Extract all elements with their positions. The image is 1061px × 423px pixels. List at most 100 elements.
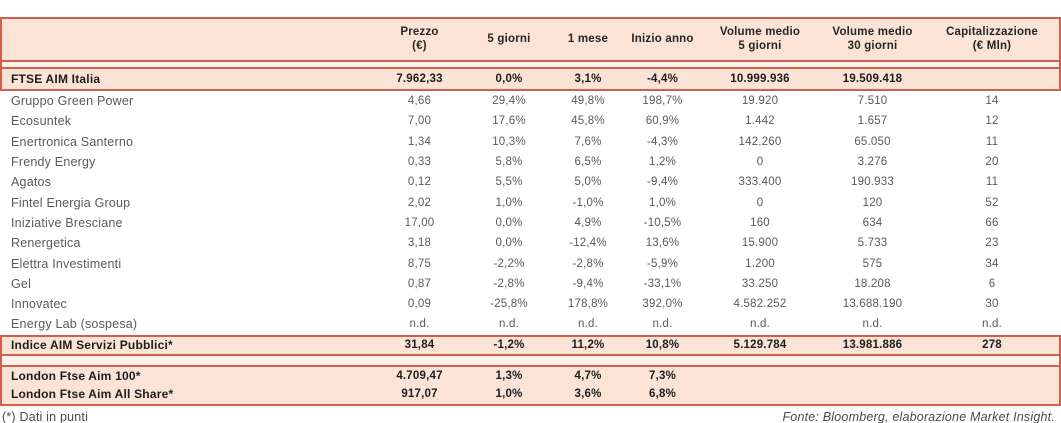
column-header-un-mese: 1 mese [551,19,625,60]
cell-prezzo: 31,84 [404,339,435,352]
cell-cinque-giorni: 1,0% [495,196,523,209]
table-row: Innovatec 0,09 -25,8% 178,8% 392,0% 4.582.252… [2,294,1059,314]
london-rows: London Ftse Aim 100* 4.709,47 1,3% 4,7% 7,3%… [2,367,1059,404]
row-name: Ecosuntek [11,114,72,129]
cell-un-mese: -1,0% [572,196,604,209]
cell-volume-medio-30-giorni: 5.733 [857,237,888,250]
cell-volume-medio-5-giorni: n.d. [750,318,770,331]
table-row: Iniziative Bresciane 17,00 0,0% 4,9% -10,5% 1… [2,213,1059,233]
row-name: Renergetica [11,236,81,251]
cell-capitalizzazione: 52 [985,196,999,209]
footnote: (*) Dati in punti [2,409,89,423]
cell-un-mese: 7,6% [574,135,602,148]
table-row: Energy Lab (sospesa) n.d. n.d. n.d. n.d. n.d.… [2,314,1059,334]
cell-volume-medio-5-giorni: 15.900 [741,237,779,250]
cell-prezzo: 7.962,33 [396,73,443,85]
row-name: Energy Lab (sospesa) [11,317,138,332]
cell-volume-medio-30-giorni: 13.981.886 [842,339,903,352]
table-row: Renergetica 3,18 0,0% -12,4% 13,6% 15.900 5.73… [2,233,1059,253]
cell-volume-medio-30-giorni: 13.688.190 [842,298,903,311]
cell-un-mese: -2,8% [572,257,604,270]
cell-volume-medio-5-giorni: 142.260 [738,135,782,148]
cell-volume-medio-5-giorni: 160 [750,216,770,229]
table-row: Agatos 0,12 5,5% 5,0% -9,4% 333.400 190.933 11 [2,172,1059,192]
cell-capitalizzazione: 14 [985,95,999,108]
cell-volume-medio-5-giorni: 19.920 [741,95,779,108]
column-header-line: Prezzo [400,26,439,38]
table-row: Ecosuntek 7,00 17,6% 45,8% 60,9% 1.442 1.657 12 [2,111,1059,131]
table-row: London Ftse Aim 100* 4.709,47 1,3% 4,7% 7,3% [2,367,1059,386]
cell-capitalizzazione: 12 [985,115,999,128]
cell-prezzo: 17,00 [404,216,435,229]
column-header-line: (€ Mln) [972,39,1012,52]
column-header-line: 30 giorni [847,39,898,52]
table-header-row: Prezzo (€) 5 giorni 1 mese Inizio anno Volume… [2,19,1059,60]
cell-un-mese: 11,2% [571,339,605,352]
cell-volume-medio-30-giorni: n.d. [862,318,883,331]
cell-cinque-giorni: 0,0% [495,237,523,250]
aim-servizi-box: Indice AIM Servizi Pubblici* 31,84 -1,2% 11… [0,334,1061,356]
cell-cinque-giorni: 5,5% [495,176,523,189]
table-row: Elettra Investimenti 8,75 -2,2% -2,8% -5,9% 1… [2,253,1059,273]
london-indices-box: London Ftse Aim 100* 4.709,47 1,3% 4,7% 7,3%… [0,364,1061,406]
cell-volume-medio-5-giorni: 5.129.784 [733,339,787,352]
cell-un-mese: -9,4% [572,277,604,290]
cell-volume-medio-5-giorni: 0 [756,156,764,169]
column-header-line: 5 giorni [738,39,782,52]
cell-inizio-anno: 392,0% [642,298,683,311]
column-header-line: (€) [412,39,427,52]
row-name: Frendy Energy [11,155,96,170]
cell-volume-medio-5-giorni: 333.400 [738,176,782,189]
cell-volume-medio-5-giorni: 1.442 [745,115,775,128]
cell-prezzo: 0,87 [407,277,432,290]
cell-inizio-anno: 6,8% [648,388,676,401]
cell-volume-medio-30-giorni: 1.657 [857,115,888,128]
cell-prezzo: n.d. [409,318,430,331]
row-name: FTSE AIM Italia [11,72,101,86]
table-row: Frendy Energy 0,33 5,8% 6,5% 1,2% 0 3.276 20 [2,152,1059,172]
cell-capitalizzazione: 34 [985,257,999,270]
row-name: Gel [11,276,32,291]
cell-cinque-giorni: -25,8% [490,298,528,311]
table-row: Fintel Energia Group 2,02 1,0% -1,0% 1,0% 0 12… [2,192,1059,212]
cell-inizio-anno: -4,4% [646,73,679,85]
cell-inizio-anno: n.d. [652,318,673,331]
cell-un-mese: 4,9% [574,216,602,229]
column-header-line: Capitalizzazione [945,26,1039,38]
cell-cinque-giorni: 0,0% [495,216,523,229]
cell-cinque-giorni: 1,3% [495,369,523,382]
cell-volume-medio-30-giorni: 190.933 [851,176,894,189]
cell-volume-medio-30-giorni: 18.208 [854,277,891,290]
column-header-inizio-anno: Inizio anno [625,19,700,60]
cell-capitalizzazione: 30 [985,298,999,311]
cell-capitalizzazione: 66 [985,216,999,229]
cell-inizio-anno: 1,0% [648,196,676,209]
cell-cinque-giorni: 0,0% [495,73,523,85]
cell-prezzo: 3,18 [407,237,432,250]
cell-cinque-giorni: 5,8% [495,156,523,169]
cell-cinque-giorni: 17,6% [492,115,526,128]
table-row: Enertronica Santerno 1,34 10,3% 7,6% -4,3% 14… [2,132,1059,152]
cell-inizio-anno: -5,9% [646,257,679,270]
column-header-prezzo: Prezzo (€) [372,19,467,60]
table-row: London Ftse Aim All Share* 917,07 1,0% 3,6%… [2,385,1059,404]
cell-volume-medio-5-giorni: 1.200 [745,257,775,270]
column-header-line: Volume medio [719,26,801,38]
cell-volume-medio-5-giorni: 33.250 [741,277,779,290]
cell-capitalizzazione: n.d. [982,318,1002,331]
cell-un-mese: 4,7% [574,369,602,382]
cell-volume-medio-5-giorni: 10.999.936 [730,73,790,85]
table-row: Gruppo Green Power 4,66 29,4% 49,8% 198,7% 19… [2,91,1059,111]
row-name: London Ftse Aim 100* [11,368,141,383]
header-divider [2,60,1059,69]
cell-capitalizzazione: 23 [985,237,999,250]
row-name: Indice AIM Servizi Pubblici* [11,338,173,353]
column-header-name [2,19,372,60]
row-name: Fintel Energia Group [11,195,131,210]
cell-cinque-giorni: 1,0% [495,388,523,401]
cell-inizio-anno: 1,2% [648,156,676,169]
column-header-volume-medio-5-giorni: Volume medio 5 giorni [700,19,820,60]
cell-prezzo: 1,34 [407,135,432,148]
cell-cinque-giorni: 10,3% [492,135,526,148]
